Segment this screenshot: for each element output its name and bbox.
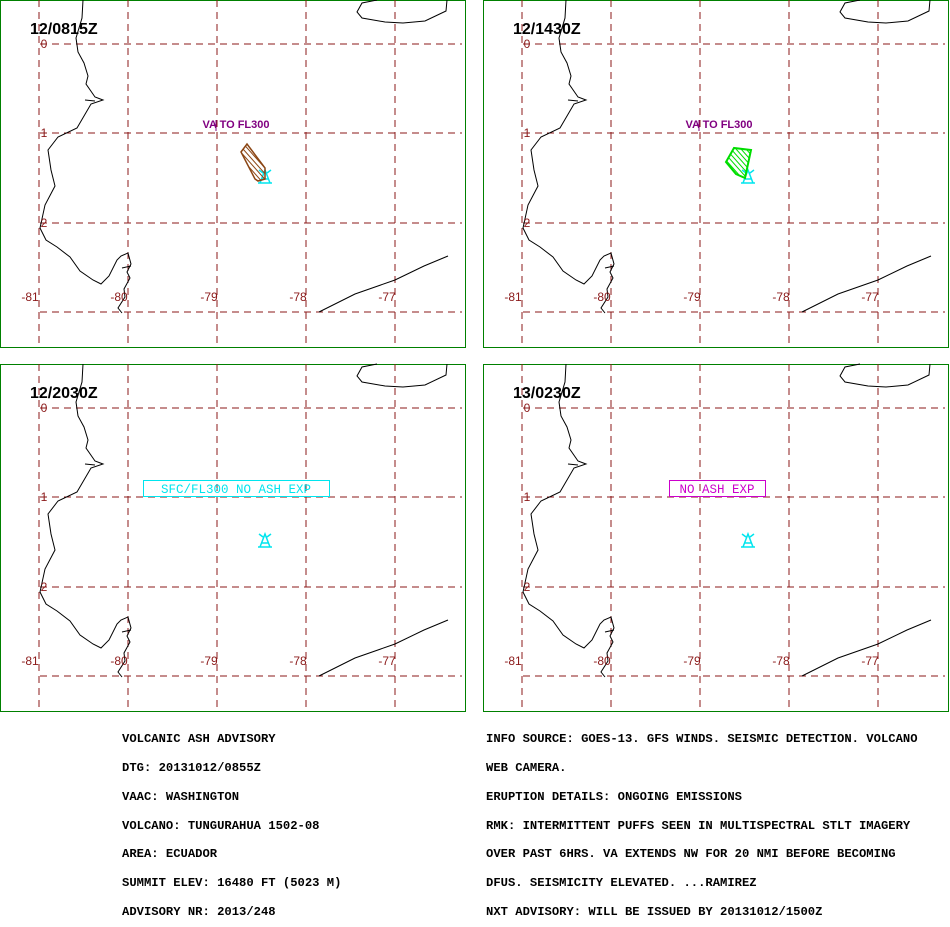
- lat-label: 0: [524, 401, 531, 415]
- lon-label: -80: [593, 290, 611, 304]
- volcano-icon: [741, 531, 755, 548]
- map-panel-1: 0 1 2 -81 -80 -79 -78 -77 12/0815Z VA TO FL300: [0, 0, 466, 348]
- lon-label: -80: [110, 654, 128, 668]
- coastline: [39, 0, 449, 314]
- coastline-detail: [84, 99, 132, 269]
- lon-label: -77: [378, 290, 396, 304]
- lat-label: 0: [41, 37, 48, 51]
- lon-label: -79: [200, 654, 218, 668]
- ash-status-label: SFC/FL300 NO ASH EXP: [161, 483, 311, 497]
- lat-lon-grid: [38, 364, 462, 711]
- map-panel-4: 0 1 2 -81 -80 -79 -78 -77 13/0230Z NO ASH EXP: [483, 363, 949, 712]
- lat-lon-grid: [521, 364, 945, 711]
- advisory-line: DFUS. SEISMICITY ELEVATED. ...RAMIREZ: [486, 876, 757, 891]
- map-frame: [483, 364, 949, 712]
- advisory-line: ADVISORY NR: 2013/248: [122, 904, 276, 919]
- volcano-icon: [258, 531, 272, 548]
- lat-label: 2: [41, 216, 48, 230]
- advisory-line: INFO SOURCE: GOES-13. GFS WINDS. SEISMIC…: [486, 732, 918, 747]
- ash-cloud-polygon: [240, 142, 266, 182]
- lat-label: 1: [41, 490, 48, 504]
- panel-time: 12/2030Z: [30, 385, 98, 402]
- lat-label: 0: [41, 401, 48, 415]
- lon-label: -77: [861, 290, 879, 304]
- lon-label: -77: [378, 654, 396, 668]
- lon-label: -79: [200, 290, 218, 304]
- advisory-line: VAAC: WASHINGTON: [122, 789, 240, 804]
- advisory-line: RMK: INTERMITTENT PUFFS SEEN IN MULTISPE…: [486, 818, 911, 833]
- map-frame: [0, 364, 466, 712]
- advisory-line: WEB CAMERA.: [486, 760, 567, 775]
- ash-label: VA TO FL300: [202, 119, 269, 131]
- ash-status-label: NO ASH EXP: [679, 483, 754, 497]
- map-panel-2: 0 1 2 -81 -80 -79 -78 -77 12/1430Z VA TO FL300: [483, 0, 949, 348]
- coastline-detail: [567, 99, 615, 269]
- advisory-line: NXT ADVISORY: WILL BE ISSUED BY 20131012…: [486, 904, 823, 919]
- coastline-detail: [567, 463, 615, 633]
- map-frame: [0, 0, 466, 348]
- coastline: [522, 0, 932, 314]
- coastline-detail: [84, 463, 132, 633]
- advisory-line: SUMMIT ELEV: 16480 FT (5023 M): [122, 876, 342, 891]
- lat-label: 2: [524, 216, 531, 230]
- volcano-icon: [741, 167, 755, 184]
- advisory-right-block: INFO SOURCE: GOES-13. GFS WINDS. SEISMIC…: [486, 716, 918, 927]
- coastline: [522, 363, 932, 678]
- lon-label: -78: [772, 290, 790, 304]
- panel-time: 13/0230Z: [513, 385, 581, 402]
- ash-status-box: [669, 480, 766, 497]
- panel-time: 12/0815Z: [30, 21, 98, 38]
- lat-label: 1: [524, 490, 531, 504]
- coastline: [39, 363, 449, 678]
- panel-time: 12/1430Z: [513, 21, 581, 38]
- lat-label: 1: [524, 126, 531, 140]
- ash-status-box: [143, 480, 330, 497]
- map-frame: [483, 0, 949, 348]
- ash-hatch: [241, 144, 265, 181]
- lon-label: -78: [772, 654, 790, 668]
- lon-label: -78: [289, 290, 307, 304]
- lat-label: 0: [524, 37, 531, 51]
- lat-lon-grid: [521, 0, 945, 347]
- lon-label: -81: [504, 654, 522, 668]
- lat-label: 1: [41, 126, 48, 140]
- lon-label: -81: [21, 654, 39, 668]
- lon-label: -81: [21, 290, 39, 304]
- lat-label: 2: [524, 580, 531, 594]
- lat-label: 2: [41, 580, 48, 594]
- advisory-line: AREA: ECUADOR: [122, 847, 218, 862]
- ash-hatch: [726, 148, 751, 178]
- map-panel-3: 0 1 2 -81 -80 -79 -78 -77 12/2030Z SFC/FL300 NO A…: [0, 363, 466, 712]
- advisory-line: ERUPTION DETAILS: ONGOING EMISSIONS: [486, 789, 742, 804]
- lon-label: -79: [683, 290, 701, 304]
- advisory-left-block: VOLCANIC ASH ADVISORY DTG: 20131012/0855…: [122, 716, 341, 927]
- ash-label: VA TO FL300: [685, 119, 752, 131]
- lon-label: -79: [683, 654, 701, 668]
- advisory-line: DTG: 20131012/0855Z: [122, 760, 261, 775]
- lat-lon-grid: [38, 0, 462, 347]
- lon-label: -77: [861, 654, 879, 668]
- ash-cloud-polygon: [724, 146, 753, 180]
- lon-label: -78: [289, 654, 307, 668]
- advisory-line: VOLCANIC ASH ADVISORY: [122, 732, 276, 747]
- advisory-line: OVER PAST 6HRS. VA EXTENDS NW FOR 20 NMI…: [486, 847, 896, 862]
- advisory-line: VOLCANO: TUNGURAHUA 1502-08: [122, 818, 320, 833]
- lon-label: -80: [593, 654, 611, 668]
- lon-label: -80: [110, 290, 128, 304]
- lon-label: -81: [504, 290, 522, 304]
